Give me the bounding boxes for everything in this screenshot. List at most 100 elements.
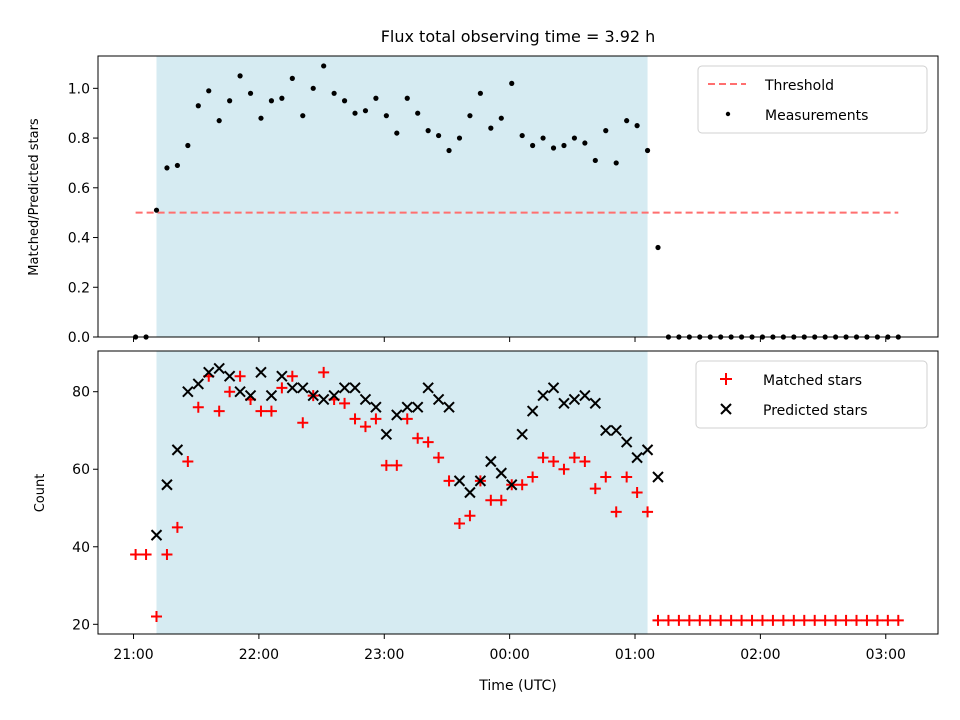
measurement-point [467, 113, 473, 119]
top-panel-x-tick-marks [133, 337, 887, 342]
top-legend-threshold-label: Threshold [764, 78, 834, 94]
y-tick-label: 1.0 [68, 81, 90, 97]
y-tick-label: 0.4 [68, 231, 90, 247]
matched-star-point [412, 432, 424, 444]
matched-star-point [579, 455, 591, 467]
measurement-point [258, 115, 264, 121]
matched-star-point [276, 382, 288, 394]
bottom-panel: 20 40 60 80 21:00 22:00 23:00 00:00 01:00 02:00 0… [33, 350, 939, 694]
y-tick-label: 60 [72, 462, 90, 478]
bottom-panel-x-axis: 21:00 22:00 23:00 00:00 01:00 02:00 03:00 [113, 634, 906, 663]
matched-star-point [161, 549, 173, 561]
predicted-star-point [234, 385, 246, 398]
top-panel-shaded-span [156, 56, 648, 337]
measurement-point [571, 135, 578, 141]
matched-star-point [318, 366, 330, 378]
predicted-star-point [203, 366, 215, 379]
y-tick-label: 0.6 [68, 181, 90, 197]
matched-star-point [788, 614, 800, 626]
y-tick-label: 20 [72, 617, 90, 633]
predicted-star-point [161, 479, 173, 491]
measurement-point [279, 95, 285, 101]
predicted-star-point [600, 424, 612, 437]
predicted-star-point [495, 467, 507, 479]
predicted-star-point [610, 424, 622, 437]
matched-star-point [589, 483, 601, 495]
measurement-point [477, 90, 483, 96]
measurement-point [456, 135, 463, 141]
matched-star-point [234, 370, 246, 382]
matched-star-point [349, 413, 361, 425]
matched-star-point [422, 436, 434, 448]
matched-star-point [819, 614, 831, 626]
predicted-star-point [286, 382, 299, 394]
predicted-star-point [391, 409, 403, 421]
y-tick-label: 0.0 [68, 330, 90, 346]
matched-star-point [140, 549, 152, 561]
predicted-star-point [401, 401, 413, 413]
top-panel-frame [97, 55, 939, 338]
predicted-star-point [641, 444, 654, 456]
y-tick-label: 0.8 [68, 131, 90, 147]
measurement-point [435, 132, 442, 139]
matched-star-point [631, 487, 643, 498]
matched-star-point [725, 614, 737, 626]
measurement-point [425, 128, 431, 134]
matched-star-point [756, 614, 768, 626]
predicted-star-point [453, 475, 466, 487]
bottom-panel-shaded-span [156, 351, 648, 634]
measurement-point [519, 132, 525, 139]
measurement-point [352, 110, 358, 116]
predicted-star-point [307, 389, 319, 402]
measurement-point [362, 108, 369, 114]
predicted-star-point [223, 370, 236, 382]
top-legend-measurements-swatch [725, 111, 731, 117]
measurement-point [540, 135, 546, 141]
bottom-legend-matched-label: Matched stars [763, 373, 862, 389]
matched-star-point [130, 549, 142, 561]
measurement-point [488, 125, 494, 131]
matched-star-point [558, 463, 570, 475]
matched-star-point [401, 413, 413, 425]
measurement-point [227, 98, 233, 104]
matched-star-point [297, 417, 309, 429]
measurement-point [321, 63, 327, 69]
predicted-star-point [297, 382, 309, 394]
x-tick-label: 21:00 [113, 647, 153, 663]
matched-star-point [380, 459, 392, 471]
predicted-star-point [474, 475, 487, 487]
matched-star-point [485, 494, 497, 506]
matched-star-point [568, 452, 580, 464]
bottom-panel-y-axis: 20 40 60 80 [72, 385, 98, 633]
x-tick-label: 02:00 [740, 647, 780, 663]
x-tick-label: 03:00 [866, 647, 906, 663]
predicted-star-point [631, 451, 643, 464]
measurement-point [509, 80, 515, 86]
measurement-point [373, 95, 379, 101]
measurement-point [331, 90, 337, 96]
matched-star-point [453, 518, 465, 530]
predicted-star-point [255, 366, 267, 379]
top-panel-y-label: Matched/Predicted stars [27, 118, 42, 276]
predicted-star-point [370, 401, 382, 413]
predicted-star-point [652, 471, 664, 483]
measurement-point [383, 113, 389, 119]
predicted-star-point [359, 393, 372, 406]
matched-star-point [851, 614, 863, 626]
predicted-star-point [328, 389, 340, 402]
matched-star-point [464, 510, 476, 522]
measurement-point [644, 147, 651, 154]
predicted-star-point [182, 385, 194, 398]
matched-star-point [652, 614, 664, 626]
measurement-point [206, 88, 212, 94]
measurement-point [341, 98, 348, 104]
predicted-star-point [150, 529, 163, 541]
top-panel-y-axis: 0.0 0.2 0.4 0.6 0.8 1.0 [68, 81, 98, 346]
predicted-star-point [568, 393, 581, 406]
predicted-star-point [171, 444, 184, 456]
predicted-star-point [411, 401, 424, 413]
matched-star-point [704, 614, 716, 626]
matched-star-point [642, 506, 654, 518]
matched-star-point [892, 614, 904, 626]
matched-star-point [673, 614, 685, 626]
